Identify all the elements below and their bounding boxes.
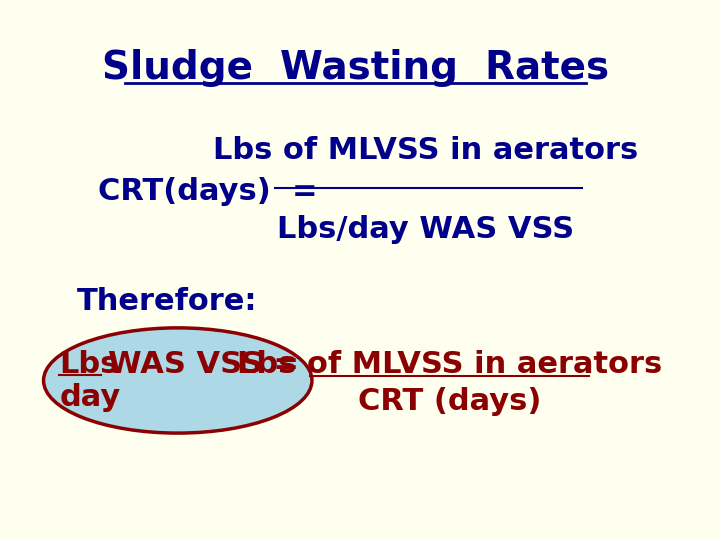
Text: CRT (days): CRT (days) bbox=[358, 387, 541, 416]
Text: Lbs: Lbs bbox=[59, 350, 119, 379]
Ellipse shape bbox=[43, 328, 312, 433]
Text: Therefore:: Therefore: bbox=[76, 287, 257, 316]
Text: Sludge  Wasting  Rates: Sludge Wasting Rates bbox=[102, 49, 609, 87]
Text: day: day bbox=[59, 383, 120, 412]
Text: Lbs/day WAS VSS: Lbs/day WAS VSS bbox=[276, 215, 574, 244]
Text: Lbs of MLVSS in aerators: Lbs of MLVSS in aerators bbox=[237, 350, 662, 379]
Text: WAS VSS =: WAS VSS = bbox=[108, 350, 299, 379]
Text: Lbs of MLVSS in aerators: Lbs of MLVSS in aerators bbox=[212, 136, 638, 165]
Text: CRT(days)  =: CRT(days) = bbox=[98, 177, 318, 206]
